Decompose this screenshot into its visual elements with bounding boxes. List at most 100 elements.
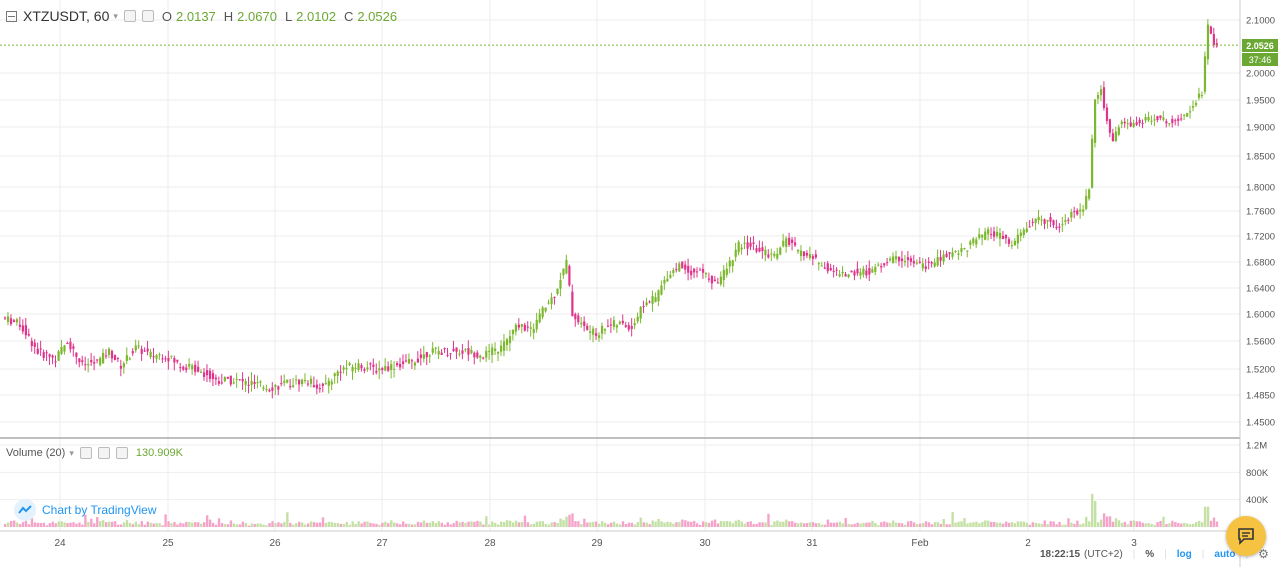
candle xyxy=(927,257,930,270)
volume-bar xyxy=(808,522,812,527)
candle xyxy=(900,250,904,268)
volume-bar xyxy=(538,521,541,527)
candle xyxy=(78,358,81,368)
volume-bar xyxy=(663,522,666,527)
volume-bar xyxy=(113,521,117,527)
close-icon[interactable] xyxy=(115,447,128,459)
volume-bar xyxy=(66,523,69,527)
candle xyxy=(713,275,717,282)
time-axis-label: Feb xyxy=(911,538,929,549)
volume-bar xyxy=(6,522,10,527)
timezone[interactable]: (UTC+2) xyxy=(1084,548,1123,560)
candle xyxy=(185,364,188,373)
settings-small-icon[interactable] xyxy=(97,447,110,459)
volume-bar xyxy=(862,522,865,527)
candle xyxy=(363,367,366,374)
volume-bar xyxy=(785,519,788,527)
volume-bar xyxy=(280,523,283,527)
candle xyxy=(722,265,725,288)
log-toggle[interactable]: log xyxy=(1176,548,1192,560)
candle xyxy=(45,350,48,362)
candle xyxy=(618,320,621,325)
eye-icon[interactable] xyxy=(123,10,136,22)
volume-bar xyxy=(99,521,102,527)
volume-bar xyxy=(788,521,791,527)
candle xyxy=(289,378,292,390)
candle xyxy=(164,355,167,363)
chevron-down-icon[interactable]: ▾ xyxy=(69,447,74,458)
eye-icon[interactable] xyxy=(79,447,92,459)
square-minus-icon[interactable] xyxy=(6,10,17,22)
gear-icon[interactable]: ⚙ xyxy=(1258,547,1269,561)
volume-bar xyxy=(485,516,488,527)
price-axis-label: 2.0000 xyxy=(1246,69,1275,80)
volume-bar xyxy=(372,523,375,527)
candle xyxy=(482,356,485,360)
volume-bar xyxy=(1126,524,1130,527)
candle xyxy=(636,312,639,324)
candle xyxy=(1001,231,1005,240)
volume-bar xyxy=(660,521,663,527)
volume-bar xyxy=(303,524,307,527)
candle xyxy=(731,259,734,273)
candle xyxy=(202,368,206,381)
candle xyxy=(752,236,755,251)
candle xyxy=(131,348,134,357)
volume-bar xyxy=(690,521,693,527)
candle xyxy=(975,237,978,248)
low-value: 2.0102 xyxy=(296,8,336,24)
candle xyxy=(924,258,927,273)
candle xyxy=(568,264,571,287)
auto-toggle[interactable]: auto xyxy=(1214,548,1236,560)
price-axis-label: 1.6400 xyxy=(1246,284,1275,295)
candle xyxy=(440,349,443,356)
volume-bar xyxy=(93,523,96,527)
candle xyxy=(63,344,66,355)
percent-toggle[interactable]: % xyxy=(1145,548,1155,560)
volume-bar xyxy=(363,521,366,527)
settings-small-icon[interactable] xyxy=(141,10,154,22)
volume-bar xyxy=(1144,523,1147,527)
volume-bar xyxy=(874,522,877,527)
candle xyxy=(1031,218,1034,227)
volume-bar xyxy=(930,524,934,527)
volume-bar xyxy=(978,523,981,527)
candle xyxy=(6,311,10,326)
volume-bar xyxy=(1192,523,1195,527)
chat-button[interactable] xyxy=(1226,516,1266,556)
volume-bar xyxy=(24,520,28,527)
volume-title[interactable]: Volume (20) xyxy=(6,447,66,459)
volume-bar xyxy=(523,515,527,527)
volume-bar xyxy=(396,523,399,527)
volume-bar xyxy=(719,520,723,527)
tradingview-branding[interactable]: Chart by TradingView xyxy=(14,499,157,521)
candle xyxy=(134,339,137,353)
candle xyxy=(1013,238,1016,246)
candle xyxy=(639,306,642,324)
candle xyxy=(633,318,636,330)
candle xyxy=(262,385,265,392)
high-label: H xyxy=(223,8,234,24)
candle xyxy=(1200,91,1204,99)
volume-bar xyxy=(440,522,443,527)
candle xyxy=(1088,188,1091,201)
candle xyxy=(645,297,648,307)
candle xyxy=(514,322,518,336)
candle xyxy=(265,384,268,393)
volume-bar xyxy=(39,522,43,527)
volume-bar xyxy=(306,523,310,527)
volume-bar xyxy=(811,522,815,527)
candle xyxy=(511,329,515,341)
candle xyxy=(909,255,913,266)
symbol-title[interactable]: XTZUSDT, 60 xyxy=(23,8,110,24)
candle xyxy=(978,227,981,240)
candle xyxy=(464,348,467,353)
candle xyxy=(69,337,72,353)
volume-bar xyxy=(526,522,530,527)
chevron-down-icon[interactable]: ▾ xyxy=(113,10,118,21)
volume-bar xyxy=(672,523,675,527)
candle xyxy=(740,244,743,255)
volume-bar xyxy=(835,522,838,527)
